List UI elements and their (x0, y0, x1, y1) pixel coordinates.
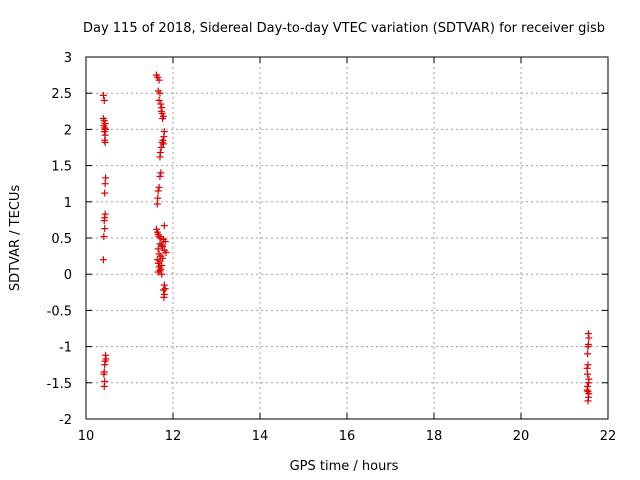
data-point (158, 241, 166, 249)
data-point (100, 382, 108, 390)
data-point (158, 270, 166, 278)
data-point (160, 222, 168, 230)
data-point (584, 370, 592, 378)
data-point (160, 293, 168, 301)
data-point (100, 217, 108, 225)
data-point (157, 100, 165, 108)
data-point (100, 370, 108, 378)
y-tick-label: 3 (64, 51, 72, 66)
data-point (585, 334, 593, 342)
data-point (162, 248, 170, 256)
data-point (101, 225, 109, 233)
data-point (156, 89, 164, 97)
data-point (154, 187, 162, 195)
data-point (99, 256, 107, 264)
data-point (159, 286, 167, 294)
data-point (155, 183, 163, 191)
x-tick-label: 12 (165, 429, 182, 444)
y-tick-label: -2 (59, 413, 72, 428)
y-tick-label: 1 (64, 196, 72, 211)
data-point (158, 138, 166, 146)
y-tick-label: -1 (59, 341, 72, 356)
data-point (160, 133, 168, 141)
data-point (101, 180, 109, 188)
y-tick-label: 0.5 (51, 232, 72, 247)
data-point (584, 397, 592, 405)
x-axis-label: GPS time / hours (290, 459, 399, 474)
data-point (101, 361, 109, 369)
data-point (156, 267, 164, 275)
data-point (161, 285, 169, 293)
data-point (157, 144, 165, 151)
grid-lines (86, 57, 608, 419)
x-axis-tick-labels: 10 12 14 16 18 20 22 (78, 429, 617, 444)
data-point (100, 96, 108, 104)
data-points (99, 71, 593, 405)
y-tick-label: -0.5 (47, 304, 72, 319)
data-point (156, 172, 164, 180)
data-point (153, 200, 161, 208)
y-tick-label: 1.5 (51, 160, 72, 175)
data-point (154, 245, 162, 253)
x-tick-label: 14 (252, 429, 269, 444)
data-point (584, 379, 592, 387)
data-point (101, 138, 109, 146)
data-point (159, 243, 167, 251)
axis-ticks (85, 56, 609, 420)
data-point (159, 115, 167, 123)
data-point (160, 281, 168, 289)
data-point (157, 169, 165, 177)
data-point (156, 153, 164, 161)
data-point (101, 189, 109, 197)
x-tick-label: 16 (339, 429, 356, 444)
y-tick-label: 0 (64, 268, 72, 283)
data-point (159, 140, 167, 148)
data-point (100, 233, 108, 241)
y-tick-label: 2.5 (51, 87, 72, 102)
y-tick-label: 2 (64, 123, 72, 138)
data-point (99, 91, 107, 99)
data-point (161, 238, 169, 246)
data-point (583, 386, 591, 394)
chart-title: Day 115 of 2018, Sidereal Day-to-day VTE… (83, 21, 605, 36)
y-axis-tick-labels: 3 2.5 2 1.5 1 0.5 0 -0.5 -1 -1.5 -2 (47, 51, 72, 428)
data-point (155, 96, 163, 104)
y-axis-label: SDTVAR / TECUs (8, 185, 23, 292)
data-point (584, 361, 592, 369)
data-point (155, 76, 163, 84)
y-tick-label: -1.5 (47, 377, 72, 392)
data-point (584, 350, 592, 358)
data-point (100, 128, 108, 136)
data-point (584, 343, 592, 351)
x-tick-label: 10 (78, 429, 95, 444)
x-tick-label: 18 (426, 429, 443, 444)
x-tick-label: 22 (600, 429, 617, 444)
x-tick-label: 20 (513, 429, 530, 444)
